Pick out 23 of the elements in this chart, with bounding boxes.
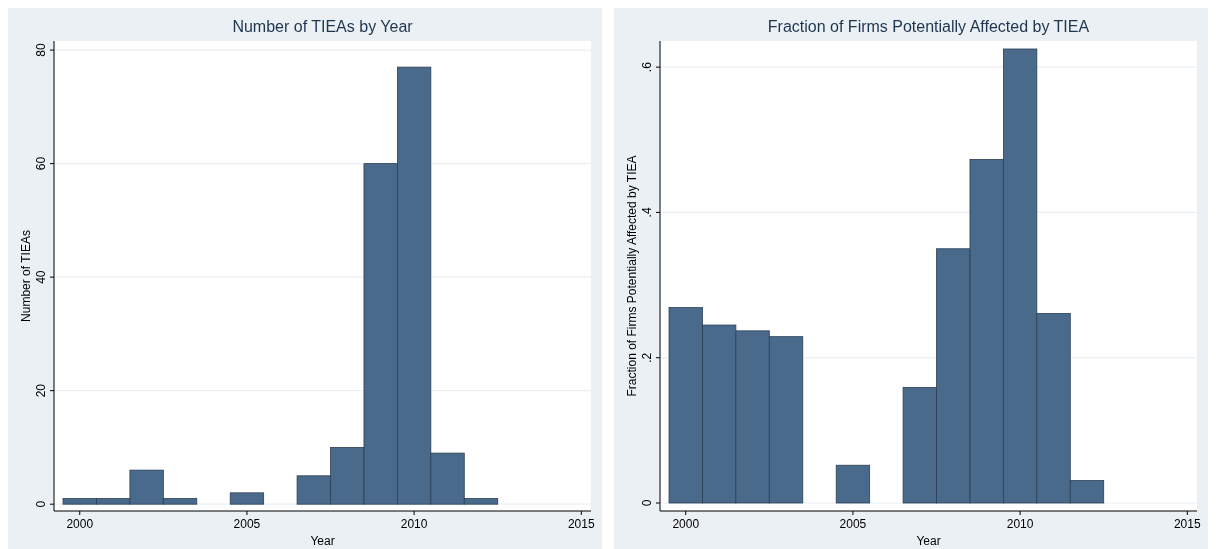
y-tick-label: 20 [34,383,48,398]
y-tick-label: .6 [640,61,654,73]
y-tick-label: 0 [640,499,654,507]
y-tick-label: 40 [34,270,48,284]
x-tick-label: 2015 [1173,517,1201,531]
chart-title: Fraction of Firms Potentially Affected by TIEA [767,18,1090,35]
y-axis-title: Number of TIEAs [19,230,33,322]
x-axis-title: Year [916,534,941,548]
x-tick-label: 2010 [400,517,428,531]
y-tick-label: .4 [640,207,654,218]
y-tick-label: 0 [34,500,48,508]
x-tick-label: 2000 [66,517,94,531]
x-tick-label: 2000 [672,517,700,531]
x-tick-label: 2015 [567,517,595,531]
x-tick-label: 2005 [839,517,867,531]
x-tick-label: 2010 [1006,517,1034,531]
y-tick-label: .2 [640,352,654,363]
y-tick-label: 60 [34,156,48,171]
y-tick-label: 80 [34,43,48,57]
y-axis-title: Fraction of Firms Potentially Affected by TIEA [625,155,639,397]
x-axis-title: Year [310,534,335,548]
x-tick-label: 2005 [233,517,261,531]
chart-title: Number of TIEAs by Year [232,18,414,35]
